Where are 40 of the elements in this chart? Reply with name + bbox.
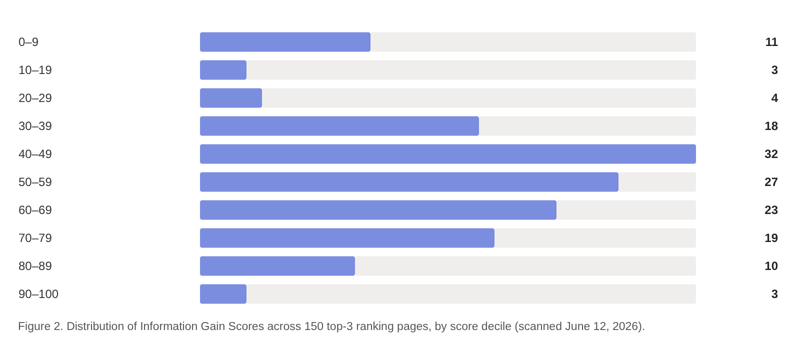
y-tick-label: 80–89 bbox=[18, 259, 52, 273]
bar bbox=[200, 116, 479, 136]
y-tick-label: 30–39 bbox=[18, 119, 52, 133]
y-tick-label: 50–59 bbox=[18, 175, 52, 189]
data-label: 3 bbox=[771, 63, 778, 77]
bar bbox=[556, 200, 696, 220]
y-tick-label: 90–100 bbox=[18, 287, 59, 301]
y-tick-label: 70–79 bbox=[18, 231, 52, 245]
bar bbox=[200, 32, 370, 52]
bar bbox=[200, 200, 556, 220]
bar bbox=[200, 172, 618, 192]
y-tick-label: 20–29 bbox=[18, 91, 52, 105]
bar bbox=[200, 228, 494, 248]
bar bbox=[262, 88, 696, 108]
bar bbox=[479, 116, 696, 136]
bar bbox=[618, 172, 696, 192]
data-label: 3 bbox=[771, 287, 778, 301]
bar bbox=[355, 256, 696, 276]
bar bbox=[200, 88, 262, 108]
bar bbox=[494, 228, 696, 248]
data-label: 4 bbox=[771, 91, 778, 105]
bar bbox=[370, 32, 696, 52]
data-label: 23 bbox=[764, 203, 778, 217]
bar bbox=[246, 284, 696, 304]
y-tick-label: 60–69 bbox=[18, 203, 52, 217]
y-tick-label: 0–9 bbox=[18, 35, 39, 49]
bar bbox=[200, 256, 355, 276]
bar bbox=[200, 284, 246, 304]
y-tick-label: 40–49 bbox=[18, 147, 52, 161]
data-label: 32 bbox=[764, 147, 778, 161]
data-label: 18 bbox=[764, 119, 778, 133]
caption: Figure 2. Distribution of Information Gain Scores across 150 top-3 ranking pages, by score decile (scanned June 12, 2026). bbox=[18, 321, 646, 333]
data-label: 27 bbox=[764, 175, 778, 189]
bar bbox=[200, 144, 696, 164]
data-label: 19 bbox=[764, 231, 778, 245]
data-label: 11 bbox=[765, 35, 778, 49]
bar bbox=[200, 60, 246, 80]
bar bbox=[246, 60, 696, 80]
y-tick-label: 10–19 bbox=[18, 63, 52, 77]
data-label: 10 bbox=[764, 259, 778, 273]
